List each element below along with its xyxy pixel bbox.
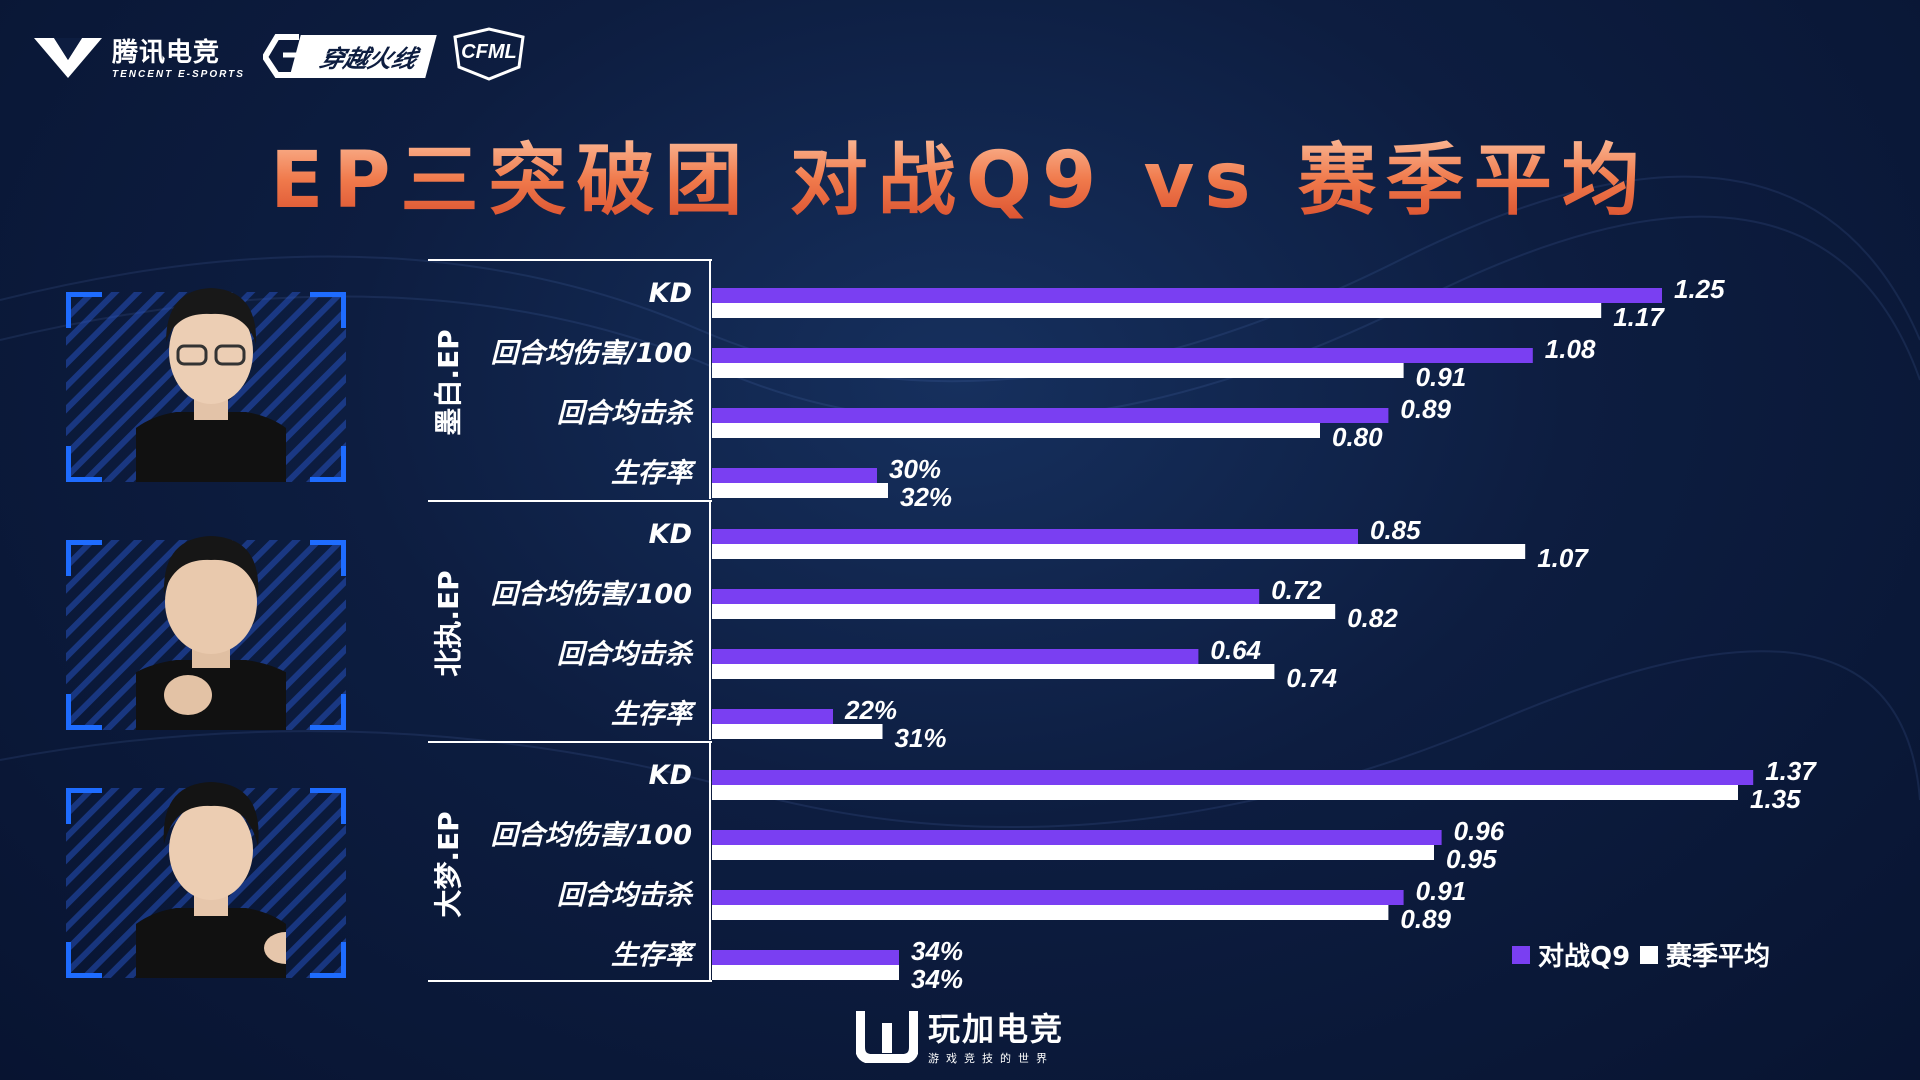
value-label-season: 34%: [911, 964, 963, 994]
metric-label: KD: [649, 760, 692, 791]
metric-label: 回合均伤害/100: [491, 338, 692, 369]
value-label-q9: 30%: [889, 454, 941, 484]
value-label-q9: 22%: [844, 695, 897, 725]
bar-season: [712, 483, 888, 498]
bar-q9: [712, 468, 877, 483]
bar-q9: [712, 288, 1662, 303]
metric-label: 回合均击杀: [557, 880, 694, 911]
bar-q9: [712, 950, 899, 965]
bar-q9: [712, 830, 1442, 845]
footer-brand: 玩加电竞 游戏竞技的世界: [856, 1004, 1064, 1066]
bar-q9: [712, 890, 1404, 905]
value-label-season: 0.80: [1332, 422, 1383, 452]
value-label-season: 1.17: [1613, 302, 1665, 332]
bar-q9: [712, 348, 1533, 363]
metric-label: 生存率: [611, 458, 697, 489]
bar-season: [712, 544, 1526, 559]
value-label-season: 1.35: [1750, 784, 1801, 814]
bar-season: [712, 905, 1389, 920]
value-label-q9: 1.25: [1674, 274, 1725, 304]
value-label-season: 0.95: [1446, 844, 1497, 874]
value-label-q9: 0.85: [1370, 515, 1421, 545]
page-title: EP三突破团 对战Q9 vs 赛季平均: [0, 118, 1920, 230]
value-label-q9: 0.64: [1210, 635, 1261, 665]
value-label-season: 0.91: [1416, 362, 1467, 392]
player-photo-mobai: [136, 288, 286, 482]
value-label-q9: 1.37: [1765, 756, 1817, 786]
crossfire-logo: 穿越火线: [262, 33, 437, 79]
cfml-logo-text: CFML: [461, 40, 517, 63]
player-group-label: 墨白.EP: [432, 329, 465, 435]
value-label-season: 1.07: [1537, 543, 1589, 573]
tencent-logo-subtext: TENCENT E-SPORTS: [112, 69, 245, 80]
bar-q9: [712, 709, 833, 724]
player-group-label: 北执.EP: [432, 570, 465, 676]
footer-slogan: 游戏竞技的世界: [928, 1053, 1054, 1065]
metric-label: 回合均击杀: [557, 398, 694, 429]
tencent-logo-text: 腾讯电竞: [112, 37, 221, 67]
bar-q9: [712, 529, 1358, 544]
metric-label: 生存率: [611, 699, 697, 730]
player-card-mobai: [66, 288, 346, 482]
legend-label-season: 赛季平均: [1665, 941, 1770, 972]
value-label-q9: 0.89: [1400, 394, 1451, 424]
legend-swatch-season: [1640, 946, 1658, 964]
bar-season: [712, 423, 1320, 438]
value-label-q9: 0.91: [1416, 876, 1467, 906]
metric-label: 回合均伤害/100: [491, 820, 692, 851]
value-label-season: 0.89: [1400, 904, 1451, 934]
bar-season: [712, 965, 899, 980]
value-label-q9: 1.08: [1545, 334, 1596, 364]
metric-label: 回合均击杀: [557, 639, 694, 670]
bar-q9: [712, 649, 1199, 664]
player-card-dameng: [66, 782, 346, 978]
metric-label: KD: [649, 278, 692, 309]
player-card-beizhi: [66, 536, 346, 730]
value-label-season: 0.82: [1347, 603, 1398, 633]
legend-swatch-q9: [1512, 946, 1530, 964]
tencent-esports-logo: 腾讯电竞 TENCENT E-SPORTS: [32, 32, 245, 80]
cfml-shield-icon: [453, 26, 525, 81]
value-label-q9: 0.72: [1271, 575, 1322, 605]
metric-label: 回合均伤害/100: [491, 579, 692, 610]
value-label-season: 32%: [900, 482, 952, 512]
cfml-logo: CFML: [449, 26, 529, 86]
player-group-label: 大梦.EP: [432, 811, 465, 917]
player-photo-dameng: [136, 782, 286, 978]
bar-season: [712, 785, 1738, 800]
bar-season: [712, 363, 1404, 378]
bar-season: [712, 845, 1434, 860]
player-photo-beizhi: [136, 536, 286, 730]
bar-season: [712, 604, 1336, 619]
bar-q9: [712, 408, 1389, 423]
bar-q9: [712, 589, 1260, 604]
header-logos: 腾讯电竞 TENCENT E-SPORTS 穿越火线 CFML: [32, 26, 529, 86]
wanplus-logo-icon: [856, 1011, 918, 1063]
tencent-v-icon: [34, 38, 102, 78]
value-label-season: 31%: [895, 723, 947, 753]
value-label-q9: 0.96: [1454, 816, 1505, 846]
bar-season: [712, 724, 883, 739]
footer-brand-text: 玩加电竞: [928, 1011, 1065, 1047]
bar-q9: [712, 770, 1754, 785]
bar-season: [712, 664, 1275, 679]
bar-season: [712, 303, 1602, 318]
value-label-q9: 34%: [911, 936, 963, 966]
value-label-season: 0.74: [1286, 663, 1337, 693]
metric-label: 生存率: [611, 940, 697, 971]
metric-label: KD: [649, 519, 692, 550]
legend-label-q9: 对战Q9: [1538, 942, 1630, 972]
